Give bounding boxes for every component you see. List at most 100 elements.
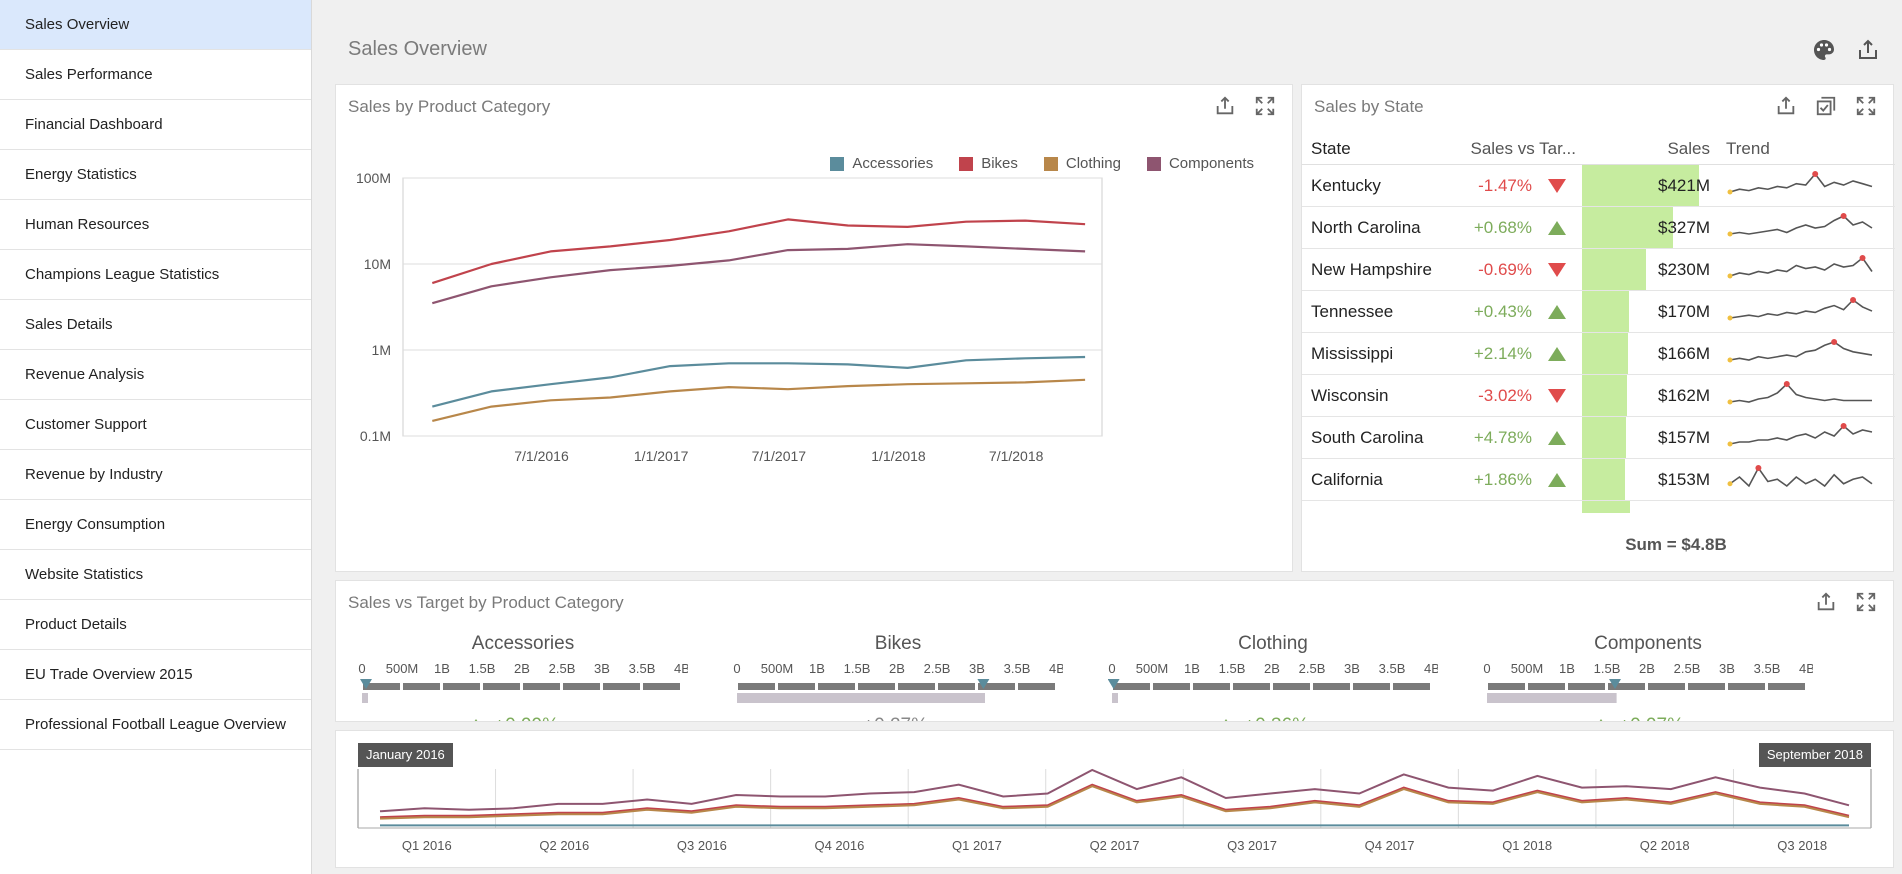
state-grid: State Sales vs Tar... Sales Trend Kentuc… xyxy=(1302,133,1895,513)
sparkline xyxy=(1727,255,1873,279)
gauge-title: Components xyxy=(1594,633,1702,654)
cell-state: Kentucky xyxy=(1311,175,1381,195)
grid-row[interactable]: California +1.86% $153M xyxy=(1302,459,1895,501)
gauge-scale-segment xyxy=(443,683,480,690)
sidebar-item-customer-support[interactable]: Customer Support xyxy=(0,400,311,450)
sales-vs-target-panel: Sales vs Target by Product Category Acce… xyxy=(335,580,1894,722)
sidebar-item-energy-statistics[interactable]: Energy Statistics xyxy=(0,150,311,200)
gauge-scale-segment xyxy=(563,683,600,690)
legend-item-bikes[interactable]: Bikes xyxy=(959,155,1018,172)
maximize-icon[interactable] xyxy=(1252,93,1278,119)
gauge-scale-segment xyxy=(938,683,975,690)
legend-swatch xyxy=(830,156,845,171)
sidebar-item-sales-overview[interactable]: Sales Overview xyxy=(0,0,311,50)
gauge-delta: +0.36% xyxy=(1218,715,1309,721)
range-selector-chart[interactable]: Q1 2016 Q2 2016 Q3 2016 Q4 2016 Q1 2017 Q2 20… xyxy=(336,731,1893,867)
sales-bar xyxy=(1582,375,1628,416)
sidebar-item-sales-details[interactable]: Sales Details xyxy=(0,300,311,350)
gauge-scale-label: 3B xyxy=(1719,661,1735,676)
gauge-scale-label: 500M xyxy=(1136,661,1169,676)
export-icon[interactable] xyxy=(1854,36,1882,64)
grid-row[interactable]: Tennessee +0.43% $170M xyxy=(1302,291,1895,333)
sales-bar xyxy=(1582,249,1647,290)
export-icon[interactable] xyxy=(1813,589,1839,615)
cell-state: South Carolina xyxy=(1311,427,1424,447)
range-start-label[interactable]: January 2016 xyxy=(358,743,453,767)
multi-select-icon[interactable] xyxy=(1813,93,1839,119)
sales-by-category-chart: 100M 10M 1M 0.1M 7/1/2016 1/1/2017 7/1/2017 1/1… xyxy=(356,170,1103,464)
cell-delta: +0.68% xyxy=(1473,217,1532,237)
sidebar-item-energy-consumption[interactable]: Energy Consumption xyxy=(0,500,311,550)
range-end-label[interactable]: September 2018 xyxy=(1758,743,1871,767)
sidebar-item-product-details[interactable]: Product Details xyxy=(0,600,311,650)
export-icon[interactable] xyxy=(1773,93,1799,119)
cell-delta: -1.47% xyxy=(1478,175,1532,195)
gauge-scale-label: 500M xyxy=(386,661,419,676)
grid-row[interactable]: Mississippi +2.14% $166M xyxy=(1302,333,1895,375)
sales-value: $162M xyxy=(1658,385,1710,405)
sidebar-item-website-statistics[interactable]: Website Statistics xyxy=(0,550,311,600)
sidebar-item-professional-football-league-overview[interactable]: Professional Football League Overview xyxy=(0,700,311,750)
cell-delta: +0.43% xyxy=(1473,301,1532,321)
column-header-trend[interactable]: Trend xyxy=(1726,139,1770,158)
palette-icon[interactable] xyxy=(1810,36,1838,64)
sparkline xyxy=(1727,171,1873,195)
y-tick-label: 100M xyxy=(356,170,391,186)
grid-row[interactable]: North Carolina +0.68% $327M xyxy=(1302,207,1895,249)
panel-title: Sales vs Target by Product Category xyxy=(348,593,624,612)
sidebar-item-sales-performance[interactable]: Sales Performance xyxy=(0,50,311,100)
sparkline-max-point xyxy=(1840,213,1847,219)
gauge-scale: 0 500M 1B 1.5B 2B 2.5B 3B 3.5B 4B xyxy=(358,661,688,703)
sidebar-item-revenue-by-industry[interactable]: Revenue by Industry xyxy=(0,450,311,500)
grid-row[interactable]: New Hampshire -0.69% $230M xyxy=(1302,249,1895,291)
arrow-up-icon xyxy=(1532,346,1582,361)
sparkline-line xyxy=(1729,466,1873,488)
panel-toolbar xyxy=(1773,93,1879,119)
range-tick-label: Q3 2016 xyxy=(677,838,727,853)
grid-row[interactable]: Kentucky -1.47% $421M xyxy=(1302,165,1895,207)
cell-trend xyxy=(1720,420,1886,455)
gauge-bikes[interactable]: Bikes 0 500M 1B 1.5B 2B 2.5B 3B 3.5B 4B +0.27% xyxy=(733,633,1063,721)
gauge-accessories[interactable]: Accessories 0 500M 1B 1.5B 2B 2.5B 3B 3.5B 4B +0.9… xyxy=(358,633,688,721)
grid-row[interactable]: Wisconsin -3.02% $162M xyxy=(1302,375,1895,417)
column-header-state[interactable]: State xyxy=(1311,139,1351,158)
legend-item-accessories[interactable]: Accessories xyxy=(830,155,933,172)
sales-value: $170M xyxy=(1658,301,1710,321)
grid-row[interactable]: South Carolina +4.78% $157M xyxy=(1302,417,1895,459)
x-tick-label: 1/1/2017 xyxy=(634,448,689,464)
gauge-actual-bar xyxy=(737,693,985,703)
legend-swatch xyxy=(1146,156,1161,171)
panel-title: Sales by State xyxy=(1314,97,1424,116)
sales-bar xyxy=(1582,291,1630,332)
legend-item-clothing[interactable]: Clothing xyxy=(1043,155,1121,172)
arrow-up-icon xyxy=(1599,719,1603,721)
sparkline-start-point xyxy=(1727,441,1733,447)
sidebar-item-eu-trade-overview-2015[interactable]: EU Trade Overview 2015 xyxy=(0,650,311,700)
gauge-scale-segment xyxy=(1728,683,1765,690)
cell-trend xyxy=(1720,210,1886,245)
sparkline-line xyxy=(1729,172,1873,193)
series-line-components xyxy=(431,243,1086,305)
sidebar-item-financial-dashboard[interactable]: Financial Dashboard xyxy=(0,100,311,150)
grid-body: Kentucky -1.47% $421M North Carolina +0.68% $… xyxy=(1302,165,1895,513)
sparkline-start-point xyxy=(1727,273,1733,279)
gauge-scale-segment xyxy=(1153,683,1190,690)
column-header-delta[interactable]: Sales vs Tar... xyxy=(1470,139,1576,158)
sidebar-item-human-resources[interactable]: Human Resources xyxy=(0,200,311,250)
maximize-icon[interactable] xyxy=(1853,93,1879,119)
sidebar-item-champions-league-statistics[interactable]: Champions League Statistics xyxy=(0,250,311,300)
gauge-delta: +0.27% xyxy=(863,715,928,721)
sidebar-item-revenue-analysis[interactable]: Revenue Analysis xyxy=(0,350,311,400)
legend-swatch xyxy=(1043,156,1058,171)
legend-item-components[interactable]: Components xyxy=(1146,155,1254,172)
gauge-scale-segment xyxy=(1568,683,1605,690)
column-header-sales[interactable]: Sales xyxy=(1667,139,1710,158)
maximize-icon[interactable] xyxy=(1853,589,1879,615)
gauge-clothing[interactable]: Clothing 0 500M 1B 1.5B 2B 2.5B 3B 3.5B 4B +0.36% xyxy=(1108,633,1438,721)
arrow-up-icon xyxy=(1224,719,1228,721)
gauge-components[interactable]: Components 0 500M 1B 1.5B 2B 2.5B 3B 3.5B 4B +0.97… xyxy=(1483,633,1813,721)
export-icon[interactable] xyxy=(1212,93,1238,119)
main-area: Sales Overview Sales by Product Category… xyxy=(313,0,1902,874)
gauge-title: Bikes xyxy=(874,633,922,654)
gauge-scale-label: 1B xyxy=(809,661,825,676)
